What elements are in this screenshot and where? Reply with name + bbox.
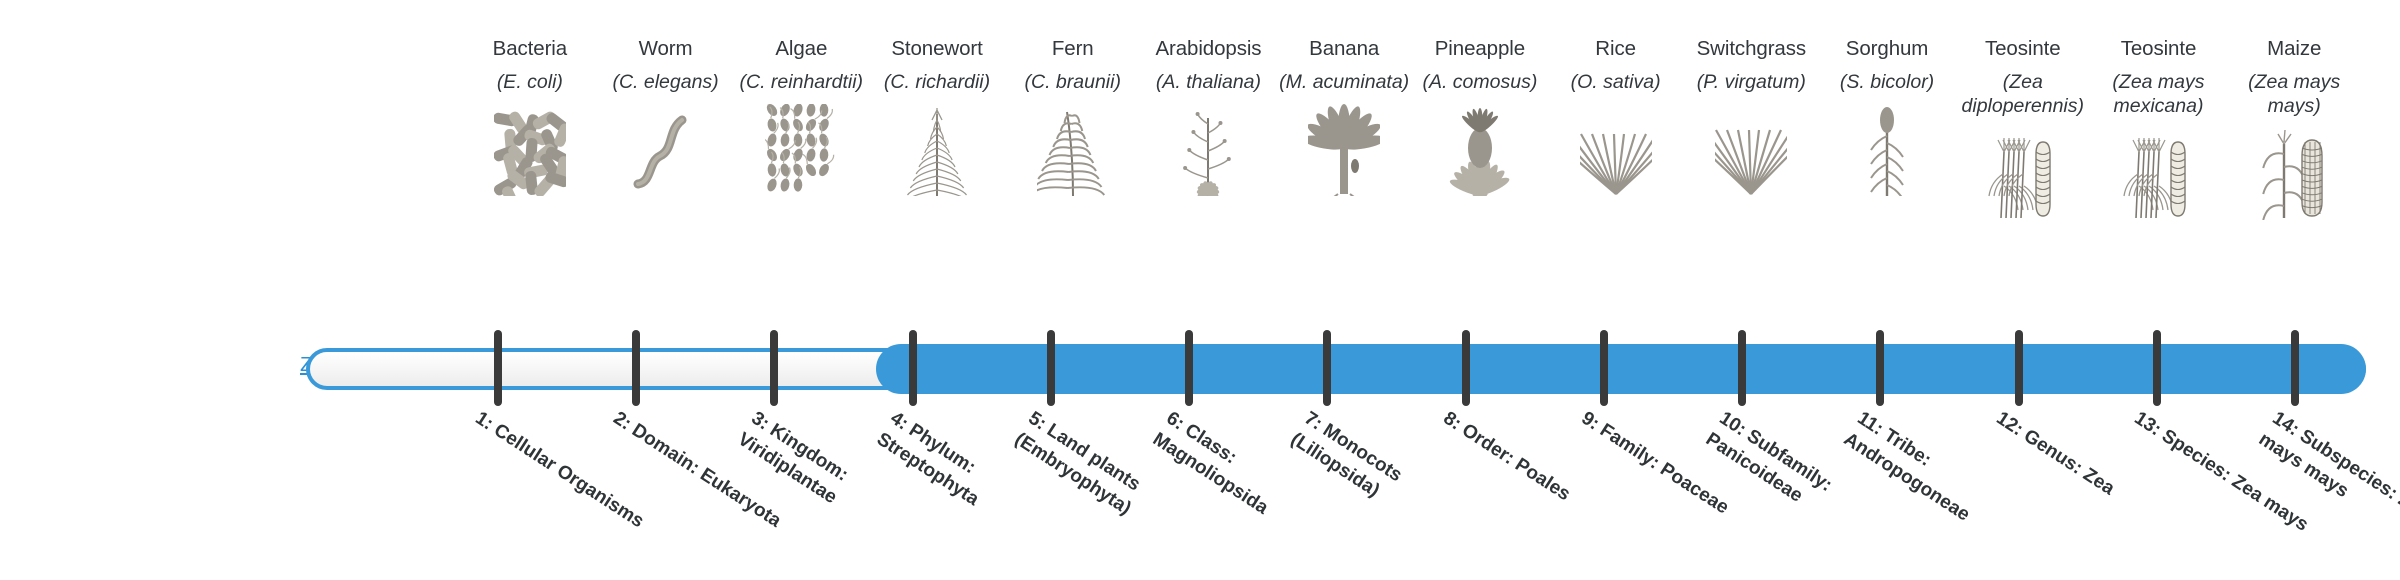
sorghum-illustration	[1819, 100, 1955, 196]
species-common-name: Bacteria	[492, 37, 568, 60]
species-column-worm-2: Worm (C. elegans)	[598, 36, 734, 196]
species-column-arabidopsis-6: Arabidopsis (A. thaliana)	[1141, 36, 1277, 196]
taxonomy-rank-labels: 1: Cellular Organisms 2: Domain: Eukaryot…	[300, 406, 2400, 580]
worm-illustration	[598, 100, 734, 196]
phylostratum-tick-6	[1185, 330, 1194, 406]
species-column-teosinte-13: Teosinte (Zea mays mexicana)	[2091, 36, 2227, 220]
species-common-name: Teosinte	[2120, 37, 2197, 60]
species-column-switchgrass-10: Switchgrass (P. virgatum)	[1683, 36, 1819, 196]
species-column-pineapple-8: Pineapple (A. comosus)	[1412, 36, 1548, 196]
species-column-sorghum-11: Sorghum (S. bicolor)	[1819, 36, 1955, 196]
species-common-name: Maize	[2267, 37, 2322, 60]
teosinte-illustration	[1955, 124, 2091, 220]
switchgrass-illustration	[1683, 100, 1819, 196]
species-common-name: Stonewort	[891, 37, 983, 60]
species-scientific-name: (Zea mays mays)	[2248, 71, 2341, 117]
species-scientific-name: (Zea diploperennis)	[1961, 71, 2085, 117]
species-common-name: Rice	[1595, 37, 1636, 60]
arabidopsis-illustration	[1141, 100, 1277, 196]
species-common-name: Algae	[775, 37, 828, 60]
maize-illustration	[2226, 124, 2362, 220]
species-common-name: Teosinte	[1984, 37, 2061, 60]
species-common-name: Fern	[1051, 37, 1094, 60]
species-common-name: Arabidopsis	[1155, 37, 1262, 60]
species-scientific-name: (C. elegans)	[612, 71, 719, 93]
species-scientific-name: (P. virgatum)	[1696, 71, 1806, 93]
rice-illustration	[1548, 100, 1684, 196]
species-scientific-name: (A. thaliana)	[1155, 71, 1262, 93]
pineapple-illustration	[1412, 100, 1548, 196]
species-column-stonewort-4: Stonewort (C. richardii)	[869, 36, 1005, 196]
species-columns: Bacteria (E. coli) Worm (C. elegans) Algae (C…	[462, 36, 2362, 306]
species-column-banana-7: Banana (M. acuminata)	[1276, 36, 1412, 196]
species-column-algae-3: Algae (C. reinhardtii)	[733, 36, 869, 196]
phylostratum-tick-5	[1046, 330, 1055, 406]
phylostratum-tick-9	[1599, 330, 1608, 406]
species-scientific-name: (C. braunii)	[1024, 71, 1121, 93]
species-scientific-name: (S. bicolor)	[1839, 71, 1935, 93]
rank-label-14: 14: Subspecies: Zea mays mays	[2254, 407, 2400, 525]
phylostratum-tick-13	[2152, 330, 2161, 406]
phylostratum-tick-12	[2014, 330, 2023, 406]
species-scientific-name: (Zea mays mexicana)	[2112, 71, 2205, 117]
phylostratum-tick-11	[1876, 330, 1885, 406]
species-scientific-name: (O. sativa)	[1570, 71, 1661, 93]
phylostratum-tick-10	[1738, 330, 1747, 406]
phylostratum-fill	[875, 344, 2366, 394]
phylostratum-tick-3	[770, 330, 779, 406]
species-column-maize-14: Maize (Zea mays mays)	[2226, 36, 2362, 220]
phylostratum-tick-7	[1323, 330, 1332, 406]
phylostratum-tick-8	[1461, 330, 1470, 406]
species-scientific-name: (M. acuminata)	[1279, 71, 1410, 93]
phylostratum-tick-marks	[300, 330, 2400, 450]
phylostratum-tick-2	[632, 330, 641, 406]
species-common-name: Worm	[638, 37, 693, 60]
teosinte-mexicana-illustration	[2091, 124, 2227, 220]
algae-illustration	[733, 100, 869, 196]
species-common-name: Sorghum	[1845, 37, 1929, 60]
species-column-rice-9: Rice (O. sativa)	[1548, 36, 1684, 196]
phylostratum-tick-14	[2291, 330, 2299, 406]
species-scientific-name: (C. reinhardtii)	[739, 71, 864, 93]
species-common-name: Banana	[1309, 37, 1380, 60]
phylostratum-tick-4	[908, 330, 917, 406]
species-scientific-name: (C. richardii)	[883, 71, 991, 93]
phylostratum-tick-1	[494, 330, 502, 406]
species-common-name: Pineapple	[1434, 37, 1526, 60]
species-column-teosinte-12: Teosinte (Zea diploperennis)	[1955, 36, 2091, 220]
species-column-bacteria-1: Bacteria (E. coli)	[462, 36, 598, 196]
species-scientific-name: (E. coli)	[496, 71, 563, 93]
fern-illustration	[1005, 100, 1141, 196]
species-common-name: Switchgrass	[1696, 37, 1807, 60]
bacteria-illustration	[462, 100, 598, 196]
banana-illustration	[1276, 100, 1412, 196]
stonewort-illustration	[869, 100, 1005, 196]
species-column-fern-5: Fern (C. braunii)	[1005, 36, 1141, 196]
species-scientific-name: (A. comosus)	[1422, 71, 1538, 93]
phylostratum-bar-section: Zm00001eb073830: Phylostratum 4	[300, 330, 2400, 450]
